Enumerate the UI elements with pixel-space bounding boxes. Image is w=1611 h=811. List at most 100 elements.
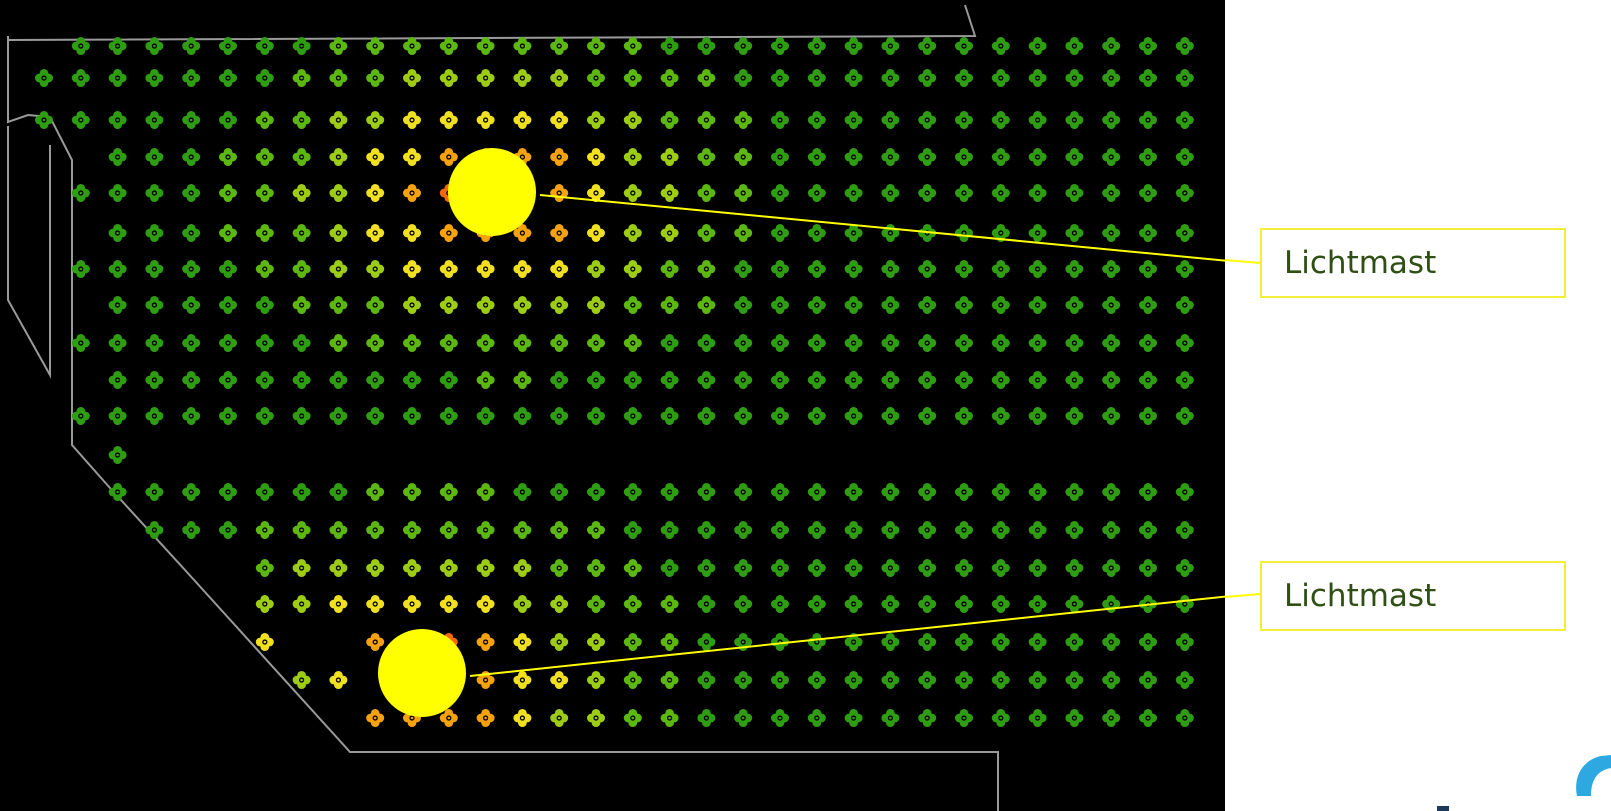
measurement-point xyxy=(623,111,642,129)
measurement-point xyxy=(108,296,127,314)
measurement-point xyxy=(255,37,274,55)
measurement-point xyxy=(587,709,605,727)
measurement-point xyxy=(219,483,237,501)
measurement-point xyxy=(292,483,311,501)
measurement-point xyxy=(1102,224,1121,242)
measurement-point xyxy=(991,595,1010,613)
measurement-point xyxy=(255,69,274,87)
measurement-point xyxy=(329,559,348,577)
measurement-point xyxy=(255,148,274,166)
leader-line xyxy=(469,595,1225,677)
measurement-point xyxy=(807,260,826,278)
measurement-point xyxy=(844,595,863,613)
measurement-point xyxy=(439,37,458,55)
measurement-point xyxy=(1028,671,1047,689)
measurement-point xyxy=(660,371,679,389)
measurement-point xyxy=(807,148,826,166)
measurement-point xyxy=(255,296,274,314)
measurement-point xyxy=(108,69,127,87)
measurement-point xyxy=(734,296,753,314)
measurement-point xyxy=(1175,334,1194,352)
measurement-point xyxy=(881,709,900,727)
measurement-point xyxy=(844,521,863,539)
measurement-point xyxy=(955,633,973,651)
measurement-point xyxy=(991,296,1010,314)
measurement-point xyxy=(1139,521,1157,539)
measurement-point xyxy=(35,69,53,87)
measurement-point xyxy=(955,111,973,129)
measurement-point xyxy=(476,296,495,314)
measurement-point xyxy=(182,334,201,352)
measurement-point xyxy=(623,521,642,539)
measurement-point xyxy=(918,671,937,689)
measurement-point xyxy=(697,260,716,278)
measurement-point xyxy=(734,37,753,55)
measurement-point xyxy=(71,111,90,129)
measurement-point xyxy=(587,559,605,577)
measurement-point xyxy=(182,37,201,55)
measurement-point xyxy=(697,111,716,129)
measurement-point xyxy=(366,184,385,202)
measurement-point xyxy=(697,334,716,352)
measurement-point xyxy=(219,260,237,278)
measurement-point xyxy=(660,709,679,727)
measurement-point xyxy=(439,148,458,166)
measurement-point xyxy=(807,521,826,539)
measurement-point xyxy=(366,709,385,727)
measurement-point xyxy=(587,483,605,501)
measurement-point xyxy=(439,69,458,87)
measurement-point xyxy=(807,69,826,87)
measurement-point xyxy=(182,483,201,501)
measurement-point xyxy=(219,407,237,425)
brand-dash xyxy=(1437,806,1449,811)
measurement-point xyxy=(292,671,311,689)
measurement-point xyxy=(1065,521,1084,539)
measurement-point xyxy=(255,184,274,202)
measurement-point xyxy=(660,595,679,613)
measurement-point xyxy=(366,334,385,352)
measurement-point xyxy=(881,260,900,278)
measurement-point xyxy=(366,371,385,389)
measurement-point xyxy=(1175,709,1194,727)
measurement-point xyxy=(1065,148,1084,166)
measurement-point xyxy=(918,69,937,87)
measurement-point xyxy=(734,371,753,389)
plan-background xyxy=(0,0,1225,811)
measurement-point xyxy=(807,709,826,727)
measurement-point xyxy=(550,296,569,314)
measurement-point xyxy=(108,446,127,464)
measurement-point xyxy=(918,111,937,129)
measurement-point xyxy=(403,224,421,242)
measurement-point xyxy=(1028,69,1047,87)
measurement-point xyxy=(623,184,642,202)
measurement-point xyxy=(329,595,348,613)
measurement-point xyxy=(1102,633,1121,651)
measurement-point xyxy=(366,633,385,651)
callout-lichtmast-2: Lichtmast xyxy=(1260,561,1566,631)
measurement-point xyxy=(623,407,642,425)
measurement-point xyxy=(292,595,311,613)
measurement-point xyxy=(71,334,90,352)
measurement-point xyxy=(623,69,642,87)
measurement-point xyxy=(918,407,937,425)
measurement-point xyxy=(1065,407,1084,425)
measurement-point xyxy=(991,334,1010,352)
measurement-point xyxy=(403,483,421,501)
measurement-point xyxy=(918,184,937,202)
measurement-point xyxy=(476,371,495,389)
measurement-point xyxy=(1028,709,1047,727)
measurement-point xyxy=(366,407,385,425)
measurement-point xyxy=(108,407,127,425)
measurement-point xyxy=(255,260,274,278)
measurement-point xyxy=(513,111,532,129)
measurement-point xyxy=(1028,407,1047,425)
measurement-point xyxy=(955,407,973,425)
measurement-point xyxy=(660,334,679,352)
measurement-point xyxy=(255,111,274,129)
measurement-point xyxy=(108,334,127,352)
measurement-point xyxy=(771,671,789,689)
measurement-point xyxy=(513,371,532,389)
measurement-point xyxy=(623,296,642,314)
measurement-point xyxy=(918,633,937,651)
measurement-point xyxy=(439,407,458,425)
